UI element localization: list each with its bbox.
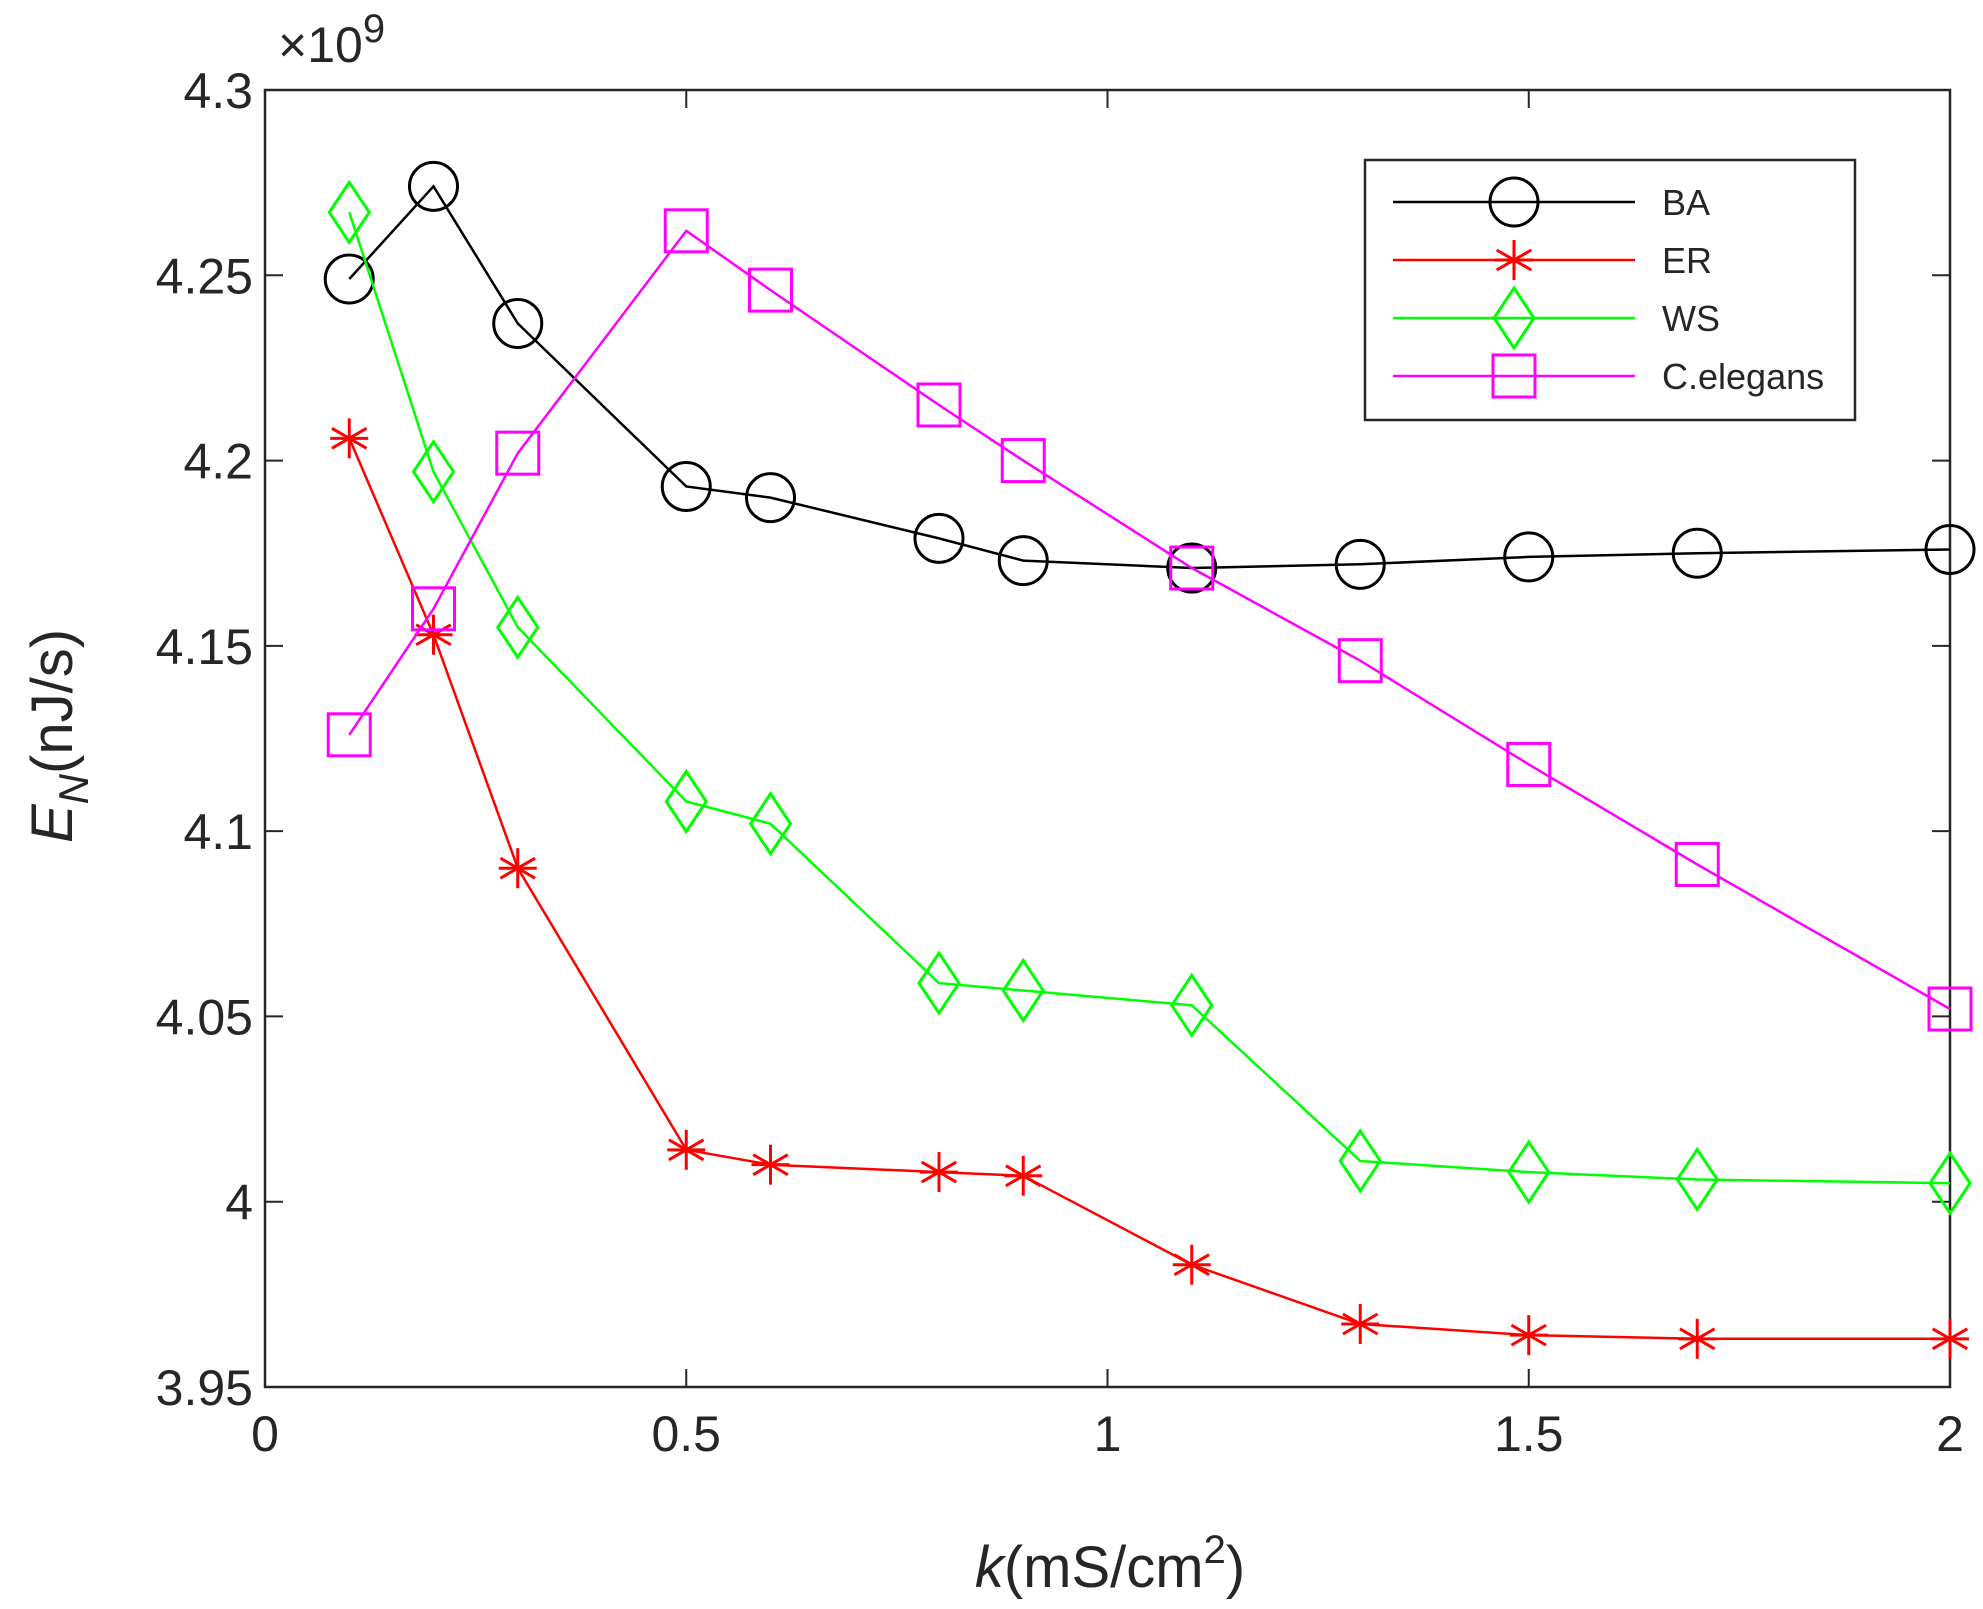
legend-entry-ws: WS [1393, 285, 1720, 351]
data-point-er [330, 418, 369, 459]
y-tick-label: 4.3 [183, 63, 253, 119]
data-point-ba [323, 253, 375, 305]
data-point-ws [1675, 1146, 1720, 1213]
y-exponent-base: ×10 [278, 17, 363, 73]
data-point-ba [660, 461, 712, 513]
data-point-c-elegans [411, 586, 456, 632]
series-line-ba [348, 184, 1951, 570]
series-c-elegans [326, 208, 1973, 1032]
legend-label-ba: BA [1662, 182, 1710, 223]
data-point-er [667, 1129, 706, 1170]
data-point-er [1004, 1155, 1043, 1196]
data-point-ws [1928, 1150, 1972, 1216]
data-point-er [1678, 1318, 1717, 1359]
x-tick-label: 1 [1094, 1406, 1122, 1462]
data-point-ba [408, 160, 459, 212]
data-point-ba [492, 297, 544, 349]
legend-marker-er [1495, 240, 1533, 280]
x-tick-label: 0.5 [651, 1406, 721, 1462]
data-point-ba [1166, 542, 1218, 594]
data-point-ws [411, 438, 456, 505]
data-point-er [1172, 1244, 1211, 1285]
data-point-ws [1169, 972, 1214, 1039]
data-point-ws [327, 179, 372, 245]
data-point-ba [1334, 538, 1386, 590]
data-point-er [1341, 1304, 1380, 1345]
y-tick-label: 3.95 [156, 1360, 253, 1416]
data-point-c-elegans [1000, 438, 1046, 484]
x-axis-unit-superscript: 2 [1204, 1528, 1226, 1572]
x-axis-label: k(mS/cm2) [975, 1528, 1245, 1600]
axes-box [263, 88, 1952, 1389]
x-tick-label: 1.5 [1494, 1406, 1564, 1462]
y-axis-variable: E [20, 803, 85, 843]
data-point-ws [917, 950, 961, 1016]
data-point-c-elegans [1674, 841, 1720, 887]
legend-label-c-elegans: C.elegans [1662, 356, 1824, 397]
data-point-ba [913, 512, 965, 564]
data-point-c-elegans [748, 267, 793, 313]
data-point-ws [1001, 957, 1046, 1024]
data-point-c-elegans [1927, 986, 1973, 1032]
x-tick-label: 2 [1936, 1406, 1964, 1462]
y-tick-label: 4.15 [156, 619, 253, 675]
data-point-ba [1503, 531, 1555, 583]
data-point-ba [997, 535, 1049, 587]
y-exponent-power: 9 [363, 7, 385, 51]
legend-entry-ba: BA [1393, 176, 1710, 228]
data-point-c-elegans [663, 208, 709, 254]
data-point-c-elegans [1169, 545, 1215, 591]
legend-marker-ws [1492, 285, 1536, 351]
y-axis-subscript: N [50, 773, 97, 804]
y-exponent-label: ×109 [278, 7, 385, 73]
x-axis-unit-close: ) [1226, 1535, 1245, 1600]
y-tick-label: 4.2 [183, 434, 253, 490]
legend: BA ER WS C.elegans [1363, 158, 1857, 422]
legend-marker-c-elegans [1491, 353, 1537, 399]
axes: 0 0.5 1 1.5 2 3.95 4 4.05 4.1 4.15 4.2 4.25 4.3 [156, 63, 1964, 1462]
x-axis-variable: k [975, 1535, 1007, 1600]
legend-label-er: ER [1662, 240, 1712, 281]
data-point-ws [1506, 1139, 1551, 1205]
series-ws [327, 179, 1972, 1216]
data-point-er [920, 1152, 958, 1193]
series-line-c-elegans [348, 229, 1951, 1011]
series-line-er [348, 437, 1950, 1341]
data-point-c-elegans [326, 712, 372, 758]
legend-marker-ba [1488, 176, 1540, 228]
data-point-ws [495, 594, 540, 661]
data-point-ws [748, 791, 793, 857]
y-tick-label: 4.25 [156, 248, 253, 304]
data-point-ba [1671, 527, 1723, 579]
y-tick-label: 4.1 [183, 804, 253, 860]
x-tick-label: 0 [251, 1406, 279, 1462]
data-point-er [1931, 1318, 1969, 1359]
legend-label-ws: WS [1662, 298, 1720, 339]
y-axis-label: EN(nJ/s) [20, 629, 97, 843]
data-point-ws [664, 768, 709, 835]
data-point-ws [1338, 1128, 1383, 1194]
series-layer [323, 160, 1976, 1359]
series-line-ws [348, 211, 1951, 1185]
data-point-ba [745, 472, 796, 524]
y-axis-unit: (nJ/s) [20, 629, 85, 774]
data-point-c-elegans [916, 382, 962, 428]
data-point-c-elegans [1506, 741, 1552, 787]
data-point-er [1509, 1315, 1548, 1356]
y-tick-label: 4 [225, 1175, 253, 1231]
series-ba [323, 160, 1976, 594]
data-point-c-elegans [1337, 638, 1383, 684]
x-axis-unit: (mS/cm [1004, 1535, 1204, 1600]
data-point-ba [1924, 524, 1976, 576]
y-tick-label: 4.05 [156, 989, 253, 1045]
data-point-er [751, 1144, 790, 1185]
data-point-er [498, 848, 537, 889]
data-point-c-elegans [495, 430, 541, 476]
legend-entry-c-elegans: C.elegans [1393, 353, 1824, 399]
legend-entry-er: ER [1393, 240, 1712, 281]
series-er [330, 418, 1969, 1359]
